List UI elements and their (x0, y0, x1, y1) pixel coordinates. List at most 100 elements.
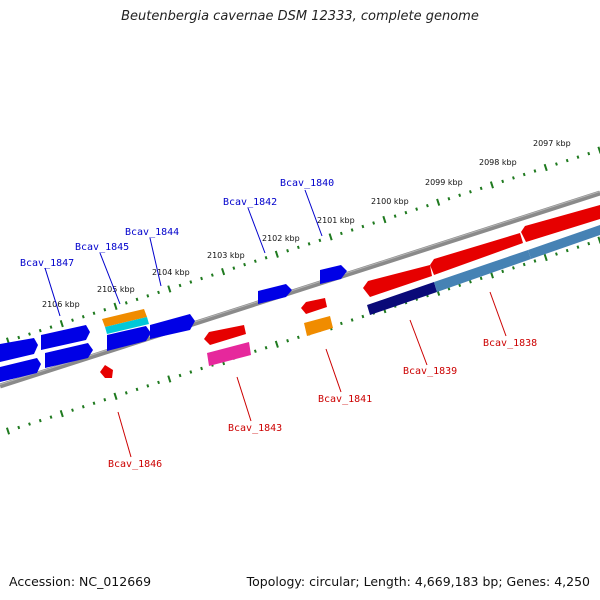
gene-navy-band[interactable] (367, 282, 437, 315)
gene-arrow-forward[interactable] (258, 284, 292, 304)
kbp-tick (350, 228, 354, 232)
reverse-gene-labels: Bcav_1838 Bcav_1839 Bcav_1841 Bcav_1843 … (108, 291, 537, 470)
kbp-tick (71, 318, 74, 322)
kbp-tick (232, 266, 236, 270)
kbp-tick (404, 210, 408, 215)
kbp-tick (522, 262, 526, 267)
gene-arrow-forward[interactable] (320, 265, 347, 284)
kbp-label-2097: 2097 kbp (533, 139, 571, 148)
kbp-tick (178, 373, 182, 378)
kbp-tick (264, 255, 268, 260)
kbp-tick (565, 248, 569, 253)
gene-arrow-reverse[interactable] (100, 365, 113, 378)
kbp-tick (17, 335, 21, 340)
kbp-tick (543, 163, 548, 172)
gene-label-bcav-1846[interactable]: Bcav_1846 (108, 459, 162, 470)
kbp-label-2105: 2105 kbp (97, 285, 135, 294)
kbp-tick (71, 408, 74, 412)
kbp-tick (533, 169, 537, 173)
kbp-tick (587, 241, 591, 246)
kbp-tick (597, 236, 600, 244)
kbp-tick (59, 320, 64, 328)
kbp-tick (512, 176, 515, 180)
gene-arrow-reverse[interactable] (204, 325, 246, 345)
kbp-tick-track-lower (5, 236, 600, 435)
gene-label-bcav-1842[interactable]: Bcav_1842 (223, 197, 277, 208)
gene-arrow-forward[interactable] (41, 325, 90, 350)
label-connector (44, 267, 61, 317)
gene-label-bcav-1840[interactable]: Bcav_1840 (280, 178, 334, 189)
label-connector (247, 207, 266, 254)
label-connector (304, 189, 323, 237)
kbp-tick (274, 340, 279, 348)
gene-cyan-block[interactable] (105, 317, 149, 334)
kbp-tick (49, 325, 53, 329)
kbp-tick (38, 328, 42, 333)
kbp-tick (436, 198, 441, 206)
gene-label-bcav-1845[interactable]: Bcav_1845 (75, 242, 129, 253)
kbp-tick (17, 425, 21, 430)
label-connector (409, 319, 428, 366)
kbp-tick (587, 151, 591, 156)
kbp-tick (59, 410, 64, 418)
gene-steelblue-band[interactable] (528, 225, 600, 259)
kbp-tick (135, 387, 139, 392)
gene-orange-block[interactable] (102, 309, 147, 327)
kbp-tick (447, 197, 451, 201)
gene-arrow-reverse[interactable] (430, 233, 523, 275)
kbp-tick (425, 203, 429, 208)
kbp-tick (533, 259, 537, 263)
kbp-tick (124, 301, 128, 305)
kbp-tick (555, 162, 558, 166)
gene-magenta-block[interactable] (207, 342, 251, 366)
kbp-tick (479, 186, 483, 191)
gene-label-bcav-1838[interactable]: Bcav_1838 (483, 338, 537, 349)
kbp-tick (339, 321, 343, 326)
kbp-tick (253, 349, 257, 353)
kbp-tick (146, 294, 150, 298)
kbp-tick (372, 221, 376, 225)
gene-arrow-reverse[interactable] (363, 265, 432, 297)
kbp-tick (339, 231, 343, 236)
forward-gene-labels: Bcav_1840 Bcav_1842 Bcav_1844 Bcav_1845 … (20, 178, 334, 317)
label-connector (149, 237, 162, 287)
kbp-tick (286, 339, 290, 343)
gene-label-bcav-1839[interactable]: Bcav_1839 (403, 366, 457, 377)
gene-arrow-forward[interactable] (0, 338, 38, 362)
kbp-tick (415, 207, 419, 211)
kbp-tick (296, 335, 300, 340)
kbp-tick (113, 392, 118, 400)
gene-label-bcav-1843[interactable]: Bcav_1843 (228, 423, 282, 434)
gene-arrow-reverse[interactable] (301, 298, 327, 314)
label-connector (489, 291, 507, 337)
gene-arrow-forward[interactable] (107, 326, 151, 351)
gene-label-bcav-1844[interactable]: Bcav_1844 (125, 227, 179, 238)
kbp-tick (522, 172, 526, 177)
gene-arrow-reverse[interactable] (521, 205, 600, 242)
kbp-tick (393, 214, 397, 218)
gene-label-bcav-1841[interactable]: Bcav_1841 (318, 394, 372, 405)
kbp-tick (243, 262, 247, 267)
kbp-tick (135, 297, 139, 302)
gene-arrow-forward[interactable] (45, 343, 93, 368)
kbp-tick (458, 193, 462, 198)
kbp-label-2101: 2101 kbp (317, 216, 355, 225)
gene-label-bcav-1847[interactable]: Bcav_1847 (20, 258, 74, 269)
kbp-tick (286, 249, 290, 253)
kbp-tick (253, 259, 257, 263)
kbp-tick (597, 146, 600, 154)
kbp-tick (489, 181, 494, 189)
gene-orange-block[interactable] (304, 316, 333, 336)
gene-arrow-forward[interactable] (0, 358, 41, 382)
kbp-tick (328, 233, 333, 241)
kbp-tick (318, 238, 322, 243)
gene-steelblue-band[interactable] (434, 250, 531, 292)
kbp-tick (157, 380, 160, 385)
kbp-label-2103: 2103 kbp (207, 251, 245, 260)
kbp-tick (458, 283, 462, 288)
gene-arrow-forward[interactable] (150, 314, 195, 339)
kbp-tick (576, 155, 580, 159)
kbp-tick (350, 318, 354, 322)
kbp-tick (469, 190, 472, 194)
